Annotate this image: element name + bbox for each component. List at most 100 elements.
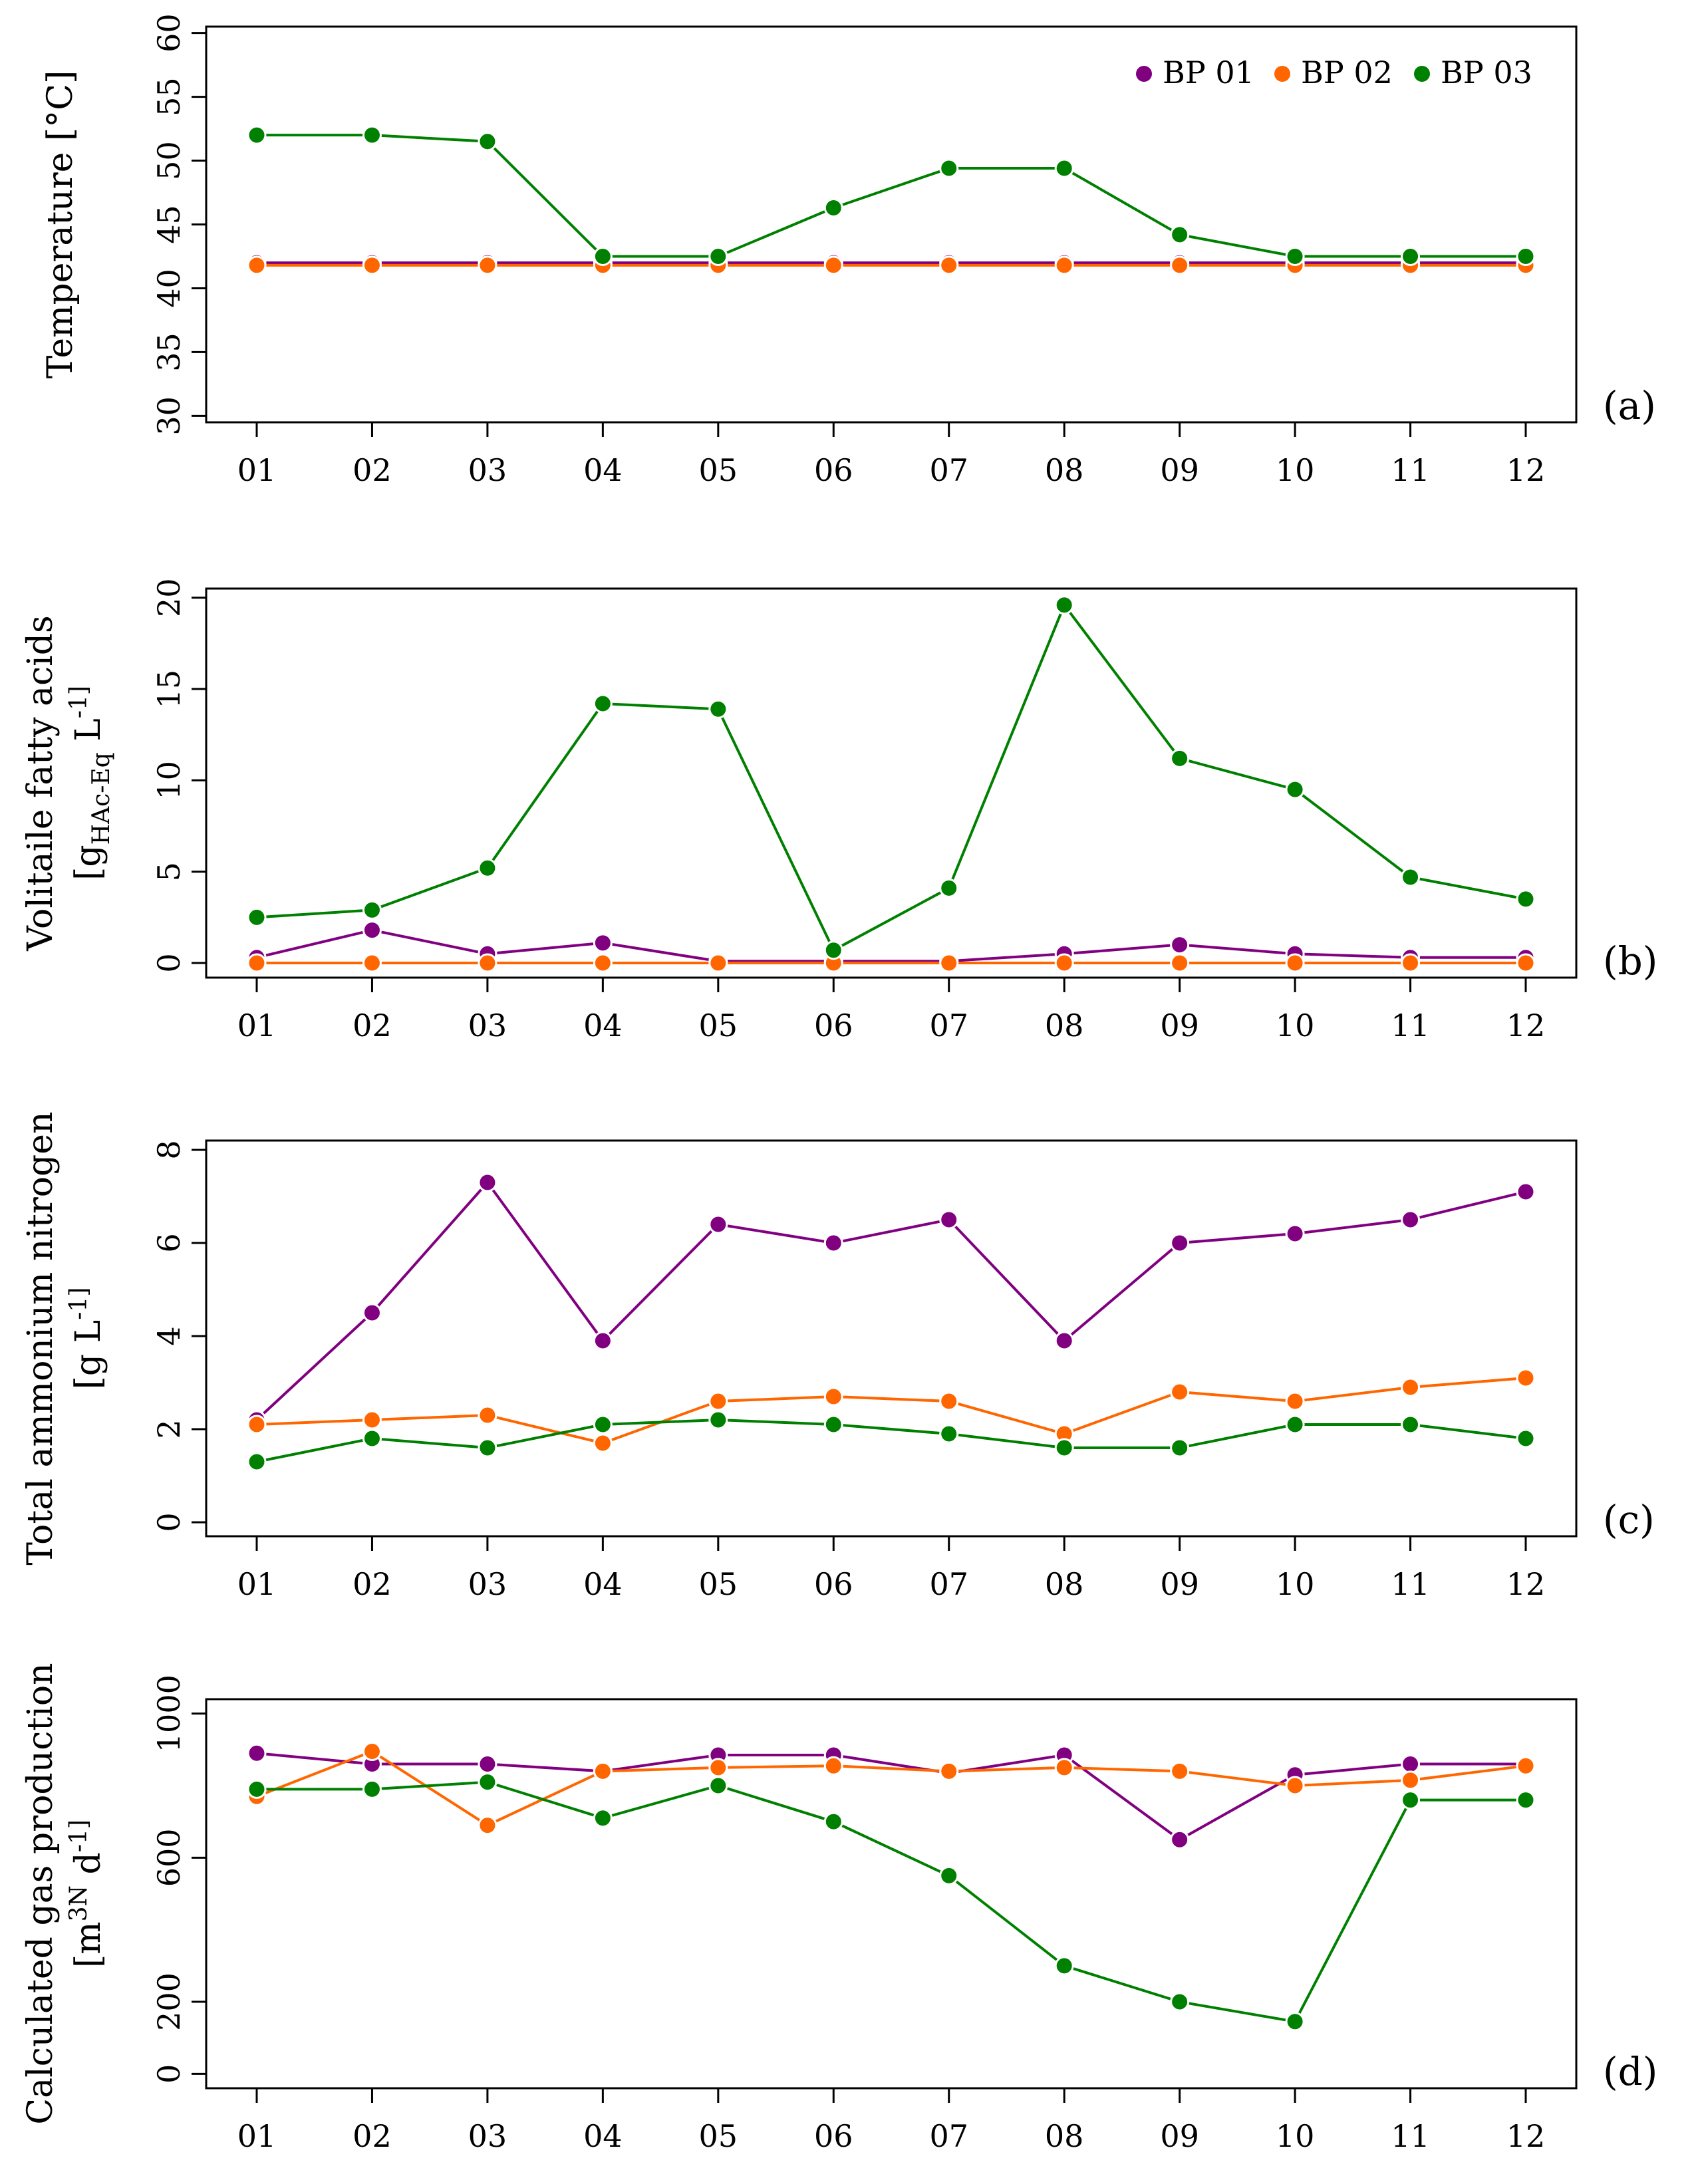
- data-point-bp-02: [1170, 1382, 1190, 1402]
- x-tick-label: 06: [814, 1566, 853, 1602]
- data-point-bp-03: [823, 198, 843, 218]
- series-line-bp-01: [256, 1752, 1526, 1842]
- x-tick-label: 04: [583, 1566, 623, 1602]
- data-point-bp-02: [939, 255, 959, 275]
- data-point-bp-03: [823, 1812, 843, 1832]
- x-tick-label: 06: [814, 452, 853, 488]
- data-point-bp-03: [823, 940, 843, 960]
- legend-label: BP 03: [1441, 55, 1532, 90]
- data-point-bp-02: [1401, 1377, 1421, 1397]
- data-point-bp-03: [1401, 1415, 1421, 1434]
- y-axis-title: Total ammonium nitrogen: [21, 1111, 61, 1565]
- x-tick-label: 10: [1276, 2118, 1315, 2154]
- data-point-bp-03: [478, 1438, 497, 1458]
- data-point-bp-02: [708, 1758, 728, 1778]
- data-point-bp-02: [1054, 1758, 1074, 1778]
- x-tick-label: 05: [699, 2118, 738, 2154]
- y-tick-label: 50: [151, 141, 187, 180]
- data-point-bp-01: [708, 1214, 728, 1234]
- data-point-bp-01: [478, 1754, 497, 1774]
- x-tick-label: 08: [1045, 452, 1084, 488]
- data-point-bp-03: [1054, 595, 1074, 615]
- x-tick-label: 05: [699, 1566, 738, 1602]
- data-point-bp-02: [939, 1391, 959, 1411]
- legend-marker: [1414, 66, 1430, 82]
- data-point-bp-01: [478, 1172, 497, 1192]
- x-tick-label: 07: [929, 2118, 968, 2154]
- x-tick-label: 11: [1391, 2118, 1430, 2154]
- y-tick-label: 8: [151, 1140, 187, 1159]
- x-tick-label: 11: [1391, 452, 1430, 488]
- x-tick-label: 11: [1391, 1008, 1430, 1043]
- data-point-bp-03: [823, 1415, 843, 1434]
- data-point-bp-02: [247, 953, 267, 973]
- data-point-bp-02: [593, 1761, 613, 1781]
- chart-panel-1: 01 02 03 04 05 06 07 08 09 10 11 12 30 35 40 45 50 55 60 Te…: [41, 13, 1656, 488]
- data-point-bp-03: [708, 699, 728, 719]
- series-line-bp-01: [256, 928, 1526, 963]
- y-tick-label: 15: [151, 670, 187, 709]
- x-tick-label: 01: [237, 1008, 277, 1043]
- plot-frame: [205, 1139, 1578, 1538]
- x-tick-label: 09: [1160, 452, 1199, 488]
- x-tick-label: 01: [237, 2118, 277, 2154]
- plot-frame: [205, 587, 1578, 979]
- data-point-bp-01: [362, 920, 382, 940]
- x-tick-label: 01: [237, 1566, 277, 1602]
- data-point-bp-02: [823, 255, 843, 275]
- chart-panel-4: 01 02 03 04 05 06 07 08 09 10 11 12 0 200 600 1000 Calcu…: [21, 1663, 1657, 2154]
- data-point-bp-03: [708, 1776, 728, 1796]
- data-point-bp-01: [1170, 1830, 1190, 1849]
- data-point-bp-03: [1054, 158, 1074, 178]
- data-point-bp-02: [823, 1387, 843, 1407]
- x-tick-label: 08: [1045, 1008, 1084, 1043]
- data-point-bp-02: [1401, 1770, 1421, 1790]
- x-tick-label: 04: [583, 452, 623, 488]
- data-point-bp-03: [1170, 748, 1190, 768]
- x-tick-label: 02: [353, 452, 392, 488]
- legend: BP 01 BP 02 BP 03: [1136, 55, 1532, 90]
- data-point-bp-03: [247, 1779, 267, 1799]
- y-tick-label: 0: [151, 1512, 187, 1532]
- x-tick-label: 12: [1506, 1566, 1546, 1602]
- x-tick-label: 02: [353, 1008, 392, 1043]
- y-tick-label: 30: [151, 396, 187, 436]
- y-axis-title: Calculated gas production: [21, 1663, 61, 2124]
- x-tick-label: 07: [929, 1008, 968, 1043]
- data-point-bp-03: [1401, 246, 1421, 266]
- data-point-bp-02: [247, 255, 267, 275]
- panel-label: (b): [1603, 938, 1657, 984]
- data-point-bp-02: [1170, 255, 1190, 275]
- y-tick-label: 4: [151, 1326, 187, 1345]
- x-tick-label: 08: [1045, 1566, 1084, 1602]
- data-point-bp-03: [1285, 2012, 1305, 2032]
- x-tick-label: 09: [1160, 1566, 1199, 1602]
- y-tick-label: 0: [151, 2064, 187, 2084]
- legend-marker: [1274, 66, 1290, 82]
- x-tick-label: 03: [468, 2118, 507, 2154]
- data-point-bp-02: [1285, 953, 1305, 973]
- y-axis-title: [g L-1]: [65, 1288, 108, 1390]
- data-point-bp-01: [1054, 1331, 1074, 1351]
- data-point-bp-02: [593, 1433, 613, 1453]
- data-point-bp-01: [1401, 1754, 1421, 1774]
- data-point-bp-03: [247, 1452, 267, 1472]
- y-tick-label: 200: [151, 1973, 187, 2031]
- data-point-bp-03: [593, 1415, 613, 1434]
- data-point-bp-02: [362, 1410, 382, 1430]
- data-point-bp-02: [708, 1391, 728, 1411]
- data-point-bp-02: [362, 953, 382, 973]
- data-point-bp-02: [1516, 1756, 1536, 1776]
- data-point-bp-01: [1285, 1224, 1305, 1244]
- series-line-bp-03: [256, 1418, 1526, 1463]
- data-point-bp-03: [1516, 1429, 1536, 1448]
- y-tick-label: 55: [151, 77, 187, 116]
- data-point-bp-03: [1054, 1956, 1074, 1976]
- y-axis-title: Temperature [°C]: [41, 70, 80, 379]
- x-tick-label: 04: [583, 1008, 623, 1043]
- x-tick-label: 06: [814, 2118, 853, 2154]
- data-point-bp-03: [362, 1429, 382, 1448]
- data-point-bp-03: [593, 246, 613, 266]
- x-tick-label: 05: [699, 452, 738, 488]
